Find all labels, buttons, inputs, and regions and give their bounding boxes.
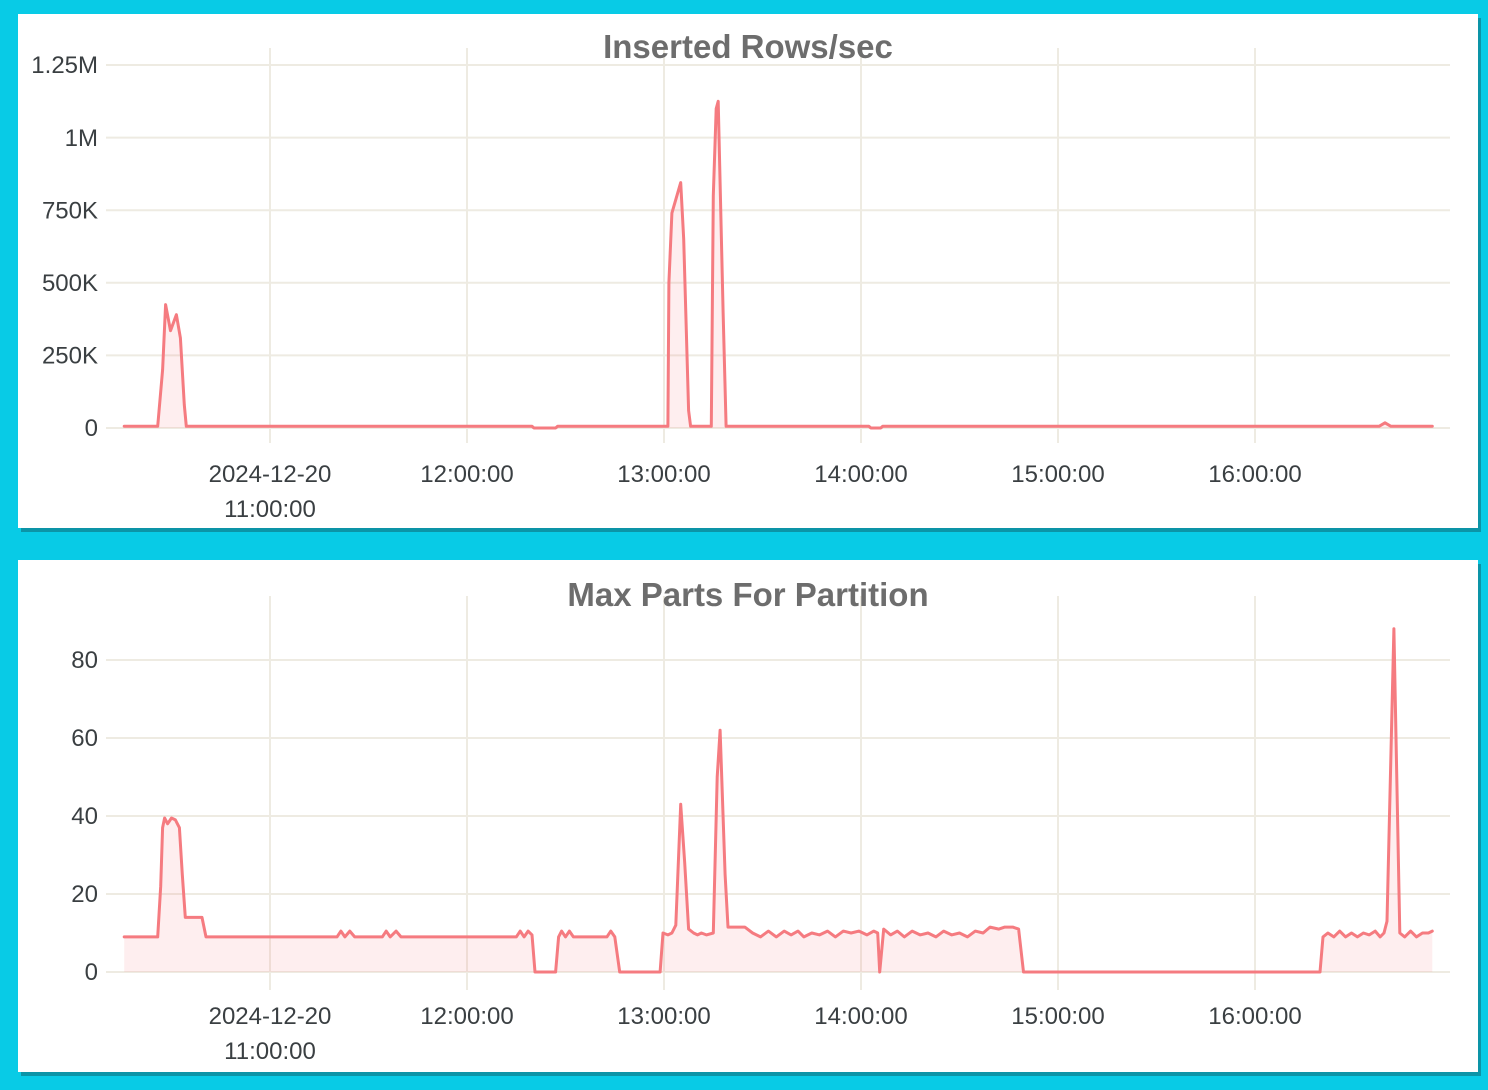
x-tick-label: 15:00:00 (1011, 1003, 1104, 1030)
x-tick-label: 14:00:00 (814, 1003, 907, 1030)
y-tick-label: 250K (42, 343, 98, 370)
x-tick-label: 16:00:00 (1208, 1003, 1301, 1030)
gridlines (106, 48, 1450, 443)
x-tick-label: 13:00:00 (617, 1003, 710, 1030)
inserted-rows-chart-card: 0 250K 500K 750K 1M 1.25M 2024-12-20 11:00:00 12… (18, 14, 1478, 528)
x-tick-label: 12:00:00 (420, 461, 513, 488)
inserted-rows-chart: 0 250K 500K 750K 1M 1.25M 2024-12-20 11:00:00 12… (31, 28, 1450, 523)
y-axis-labels: 0 250K 500K 750K 1M 1.25M (31, 52, 98, 442)
x-tick-label: 14:00:00 (814, 461, 907, 488)
x-tick-label: 2024-12-20 (209, 461, 332, 488)
x-tick-label: 15:00:00 (1011, 461, 1104, 488)
x-tick-label: 11:00:00 (224, 496, 316, 523)
x-tick-label: 12:00:00 (420, 1003, 513, 1030)
y-tick-label: 1M (65, 125, 98, 152)
series-line (122, 99, 1434, 430)
y-tick-label: 0 (85, 415, 98, 442)
gridlines (106, 596, 1450, 990)
x-axis-labels: 2024-12-20 11:00:00 12:00:00 13:00:00 14:00:… (209, 1003, 1302, 1065)
y-tick-label: 60 (71, 725, 98, 752)
chart-title: Inserted Rows/sec (603, 28, 893, 65)
x-tick-label: 16:00:00 (1208, 461, 1301, 488)
y-tick-label: 0 (85, 959, 98, 986)
series-line (122, 627, 1434, 974)
y-tick-label: 750K (42, 197, 98, 224)
max-parts-chart: 0 20 40 60 80 2024-12-20 11:00:00 12:00:00 13:00… (71, 576, 1450, 1065)
y-tick-label: 80 (71, 647, 98, 674)
chart-title: Max Parts For Partition (567, 576, 928, 613)
y-tick-label: 500K (42, 270, 98, 297)
y-tick-label: 1.25M (31, 52, 98, 79)
max-parts-chart-card: 0 20 40 60 80 2024-12-20 11:00:00 12:00:00 13:00… (18, 560, 1478, 1072)
x-tick-label: 13:00:00 (617, 461, 710, 488)
series-area (124, 101, 1433, 429)
x-tick-label: 2024-12-20 (209, 1003, 332, 1030)
y-axis-labels: 0 20 40 60 80 (71, 647, 98, 986)
x-tick-label: 11:00:00 (224, 1038, 316, 1065)
x-axis-labels: 2024-12-20 11:00:00 12:00:00 13:00:00 14:00:… (209, 461, 1302, 523)
series-area (124, 628, 1433, 972)
y-tick-label: 20 (71, 881, 98, 908)
y-tick-label: 40 (71, 803, 98, 830)
